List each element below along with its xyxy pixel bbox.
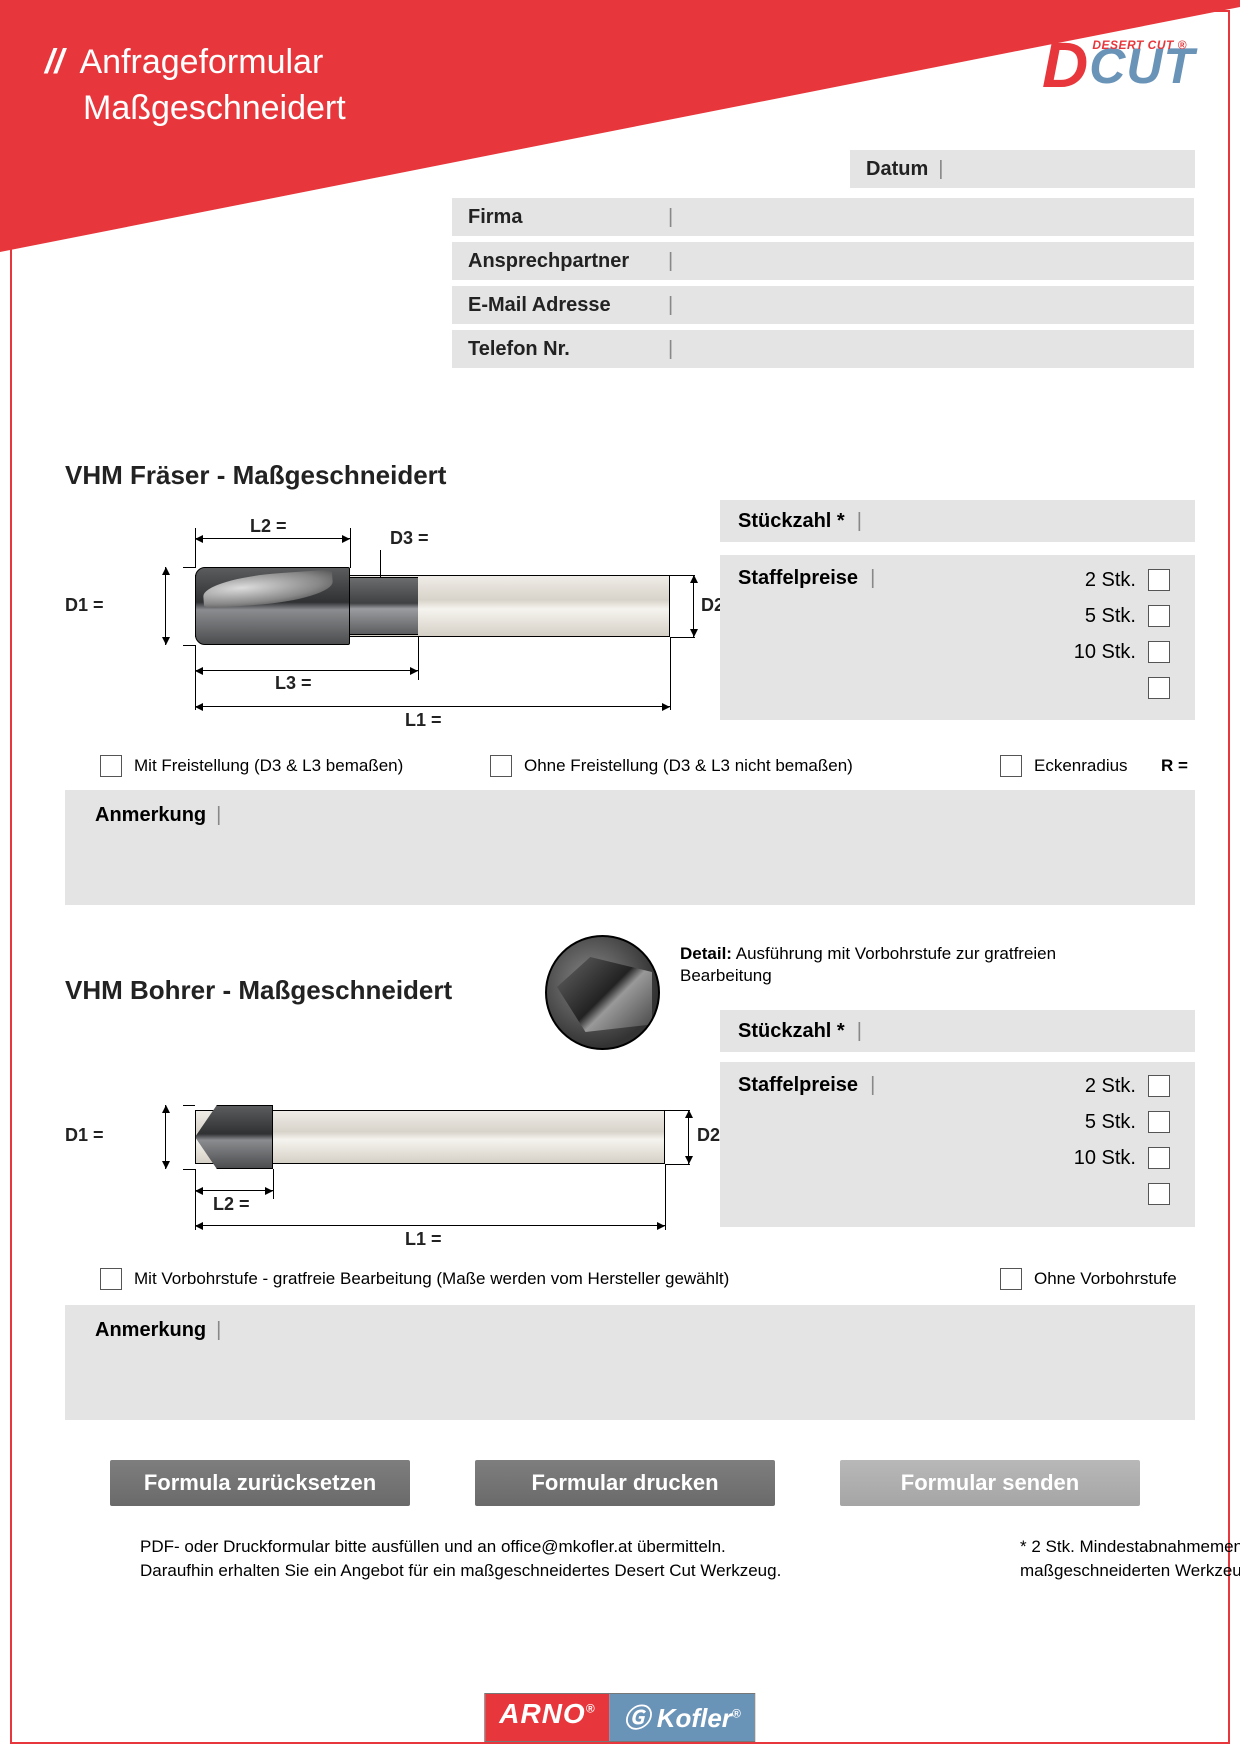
dim-label-l1: L1 = [405,1229,442,1250]
mill-diagram: D1 = D2 = D3 = L2 = L3 = L1 = [65,510,745,730]
mill-opt-freistellung[interactable]: Mit Freistellung (D3 & L3 bemaßen) [100,755,403,777]
drill-opt-vorbohr[interactable]: Mit Vorbohrstufe - gratfreie Bearbeitung… [100,1268,729,1290]
field-label: E-Mail Adresse [468,294,658,317]
detail-circle [545,935,660,1050]
kofler-logo: Ⓖ Kofler® [610,1694,755,1741]
field-label: Telefon Nr. [468,338,658,361]
drill-diagram: D1 = D2 = L2 = L1 = [65,1070,745,1255]
staffel-opt-5: 5 Stk. [1085,1111,1136,1134]
section-mill-title: VHM Fräser - Maßgeschneidert [65,460,446,491]
checkbox-5stk[interactable] [1148,1111,1170,1133]
title-slashes: // [45,43,64,81]
dim-l1 [195,1225,665,1226]
mill-opt-eckenradius[interactable]: Eckenradius R = [1000,755,1188,777]
footnote-left: PDF- oder Druckformular bitte ausfüllen … [140,1535,790,1583]
checkbox-2stk[interactable] [1148,1075,1170,1097]
option-label: Mit Freistellung (D3 & L3 bemaßen) [134,756,403,776]
staffel-label: Staffelpreise [738,567,858,590]
field-ansprech[interactable]: Ansprechpartner| [452,242,1194,280]
staffel-opt-5: 5 Stk. [1085,605,1136,628]
field-label: Ansprechpartner [468,250,658,273]
dim-label-l2: L2 = [250,516,287,537]
checkbox-5stk[interactable] [1148,605,1170,627]
option-label: Mit Vorbohrstufe - gratfreie Bearbeitung… [134,1269,729,1289]
option-label: Ohne Vorbohrstufe [1034,1269,1177,1289]
detail-desc: Ausführung mit Vorbohrstufe zur gratfrei… [680,944,1056,985]
staffel-opt-2: 2 Stk. [1085,569,1136,592]
dim-l1 [195,706,670,707]
staffel-opt-2: 2 Stk. [1085,1075,1136,1098]
drill-quantity-field[interactable]: Stückzahl *| [720,1010,1195,1052]
dim-d2 [693,575,694,637]
print-button[interactable]: Formular drucken [475,1460,775,1506]
mill-staffel-options: 2 Stk. 5 Stk. 10 Stk. [915,562,1170,706]
reset-button[interactable]: Formula zurücksetzen [110,1460,410,1506]
footnote-right: * 2 Stk. Mindestabnahmemenge bei maßgesc… [1020,1535,1240,1583]
checkbox[interactable] [1000,755,1022,777]
mill-quantity-field[interactable]: Stückzahl *| [720,500,1195,542]
dim-label-l1: L1 = [405,710,442,731]
page-title: // Anfrageformular Maßgeschneidert [45,40,346,132]
quantity-label: Stückzahl * [738,1020,845,1043]
field-telefon[interactable]: Telefon Nr.| [452,330,1194,368]
notes-label: Anmerkung [95,1319,206,1342]
dim-label-l2: L2 = [213,1194,250,1215]
mill-opt-ohne-freistellung[interactable]: Ohne Freistellung (D3 & L3 nicht bemaßen… [490,755,853,777]
field-firma[interactable]: Firma| [452,198,1194,236]
dim-l2 [195,538,350,539]
drill-opt-ohne-vorbohr[interactable]: Ohne Vorbohrstufe [1000,1268,1177,1290]
kofler-text: Ⓖ Kofler [624,1703,732,1733]
r-label: R = [1161,756,1188,776]
dim-d1 [165,567,166,645]
dim-d2 [688,1110,689,1164]
field-label: Datum [866,158,928,181]
button-row: Formula zurücksetzen Formular drucken Fo… [110,1460,1140,1506]
checkbox-10stk[interactable] [1148,1147,1170,1169]
send-button[interactable]: Formular senden [840,1460,1140,1506]
staffel-label: Staffelpreise [738,1074,858,1097]
field-label: Firma [468,206,658,229]
option-label: Ohne Freistellung (D3 & L3 nicht bemaßen… [524,756,853,776]
title-line-1: Anfrageformular [79,43,323,81]
logo-tagline: DESERT CUT [1092,38,1173,52]
logo-registered: ® [1178,38,1187,52]
quantity-label: Stückzahl * [738,510,845,533]
logo-letter-d: D [1042,29,1089,101]
checkbox-10stk[interactable] [1148,641,1170,663]
notes-label: Anmerkung [95,804,206,827]
checkbox-extra[interactable] [1148,677,1170,699]
dim-label-d1: D1 = [65,595,104,616]
mill-neck [348,577,418,635]
dim-l2 [195,1190,273,1191]
arno-text: ARNO [499,1698,585,1729]
drill-notes[interactable]: Anmerkung| [65,1305,1195,1420]
dim-l3 [195,670,418,671]
checkbox[interactable] [1000,1268,1022,1290]
title-line-2: Maßgeschneidert [83,89,346,127]
option-label: Eckenradius [1034,756,1128,776]
drill-staffel-options: 2 Stk. 5 Stk. 10 Stk. [915,1068,1170,1212]
checkbox-2stk[interactable] [1148,569,1170,591]
mill-notes[interactable]: Anmerkung| [65,790,1195,905]
brand-logo: DESERT CUT ® DCUT [1042,28,1195,102]
detail-bold: Detail: [680,944,732,963]
detail-text: Detail: Ausführung mit Vorbohrstufe zur … [680,943,1080,987]
checkbox-extra[interactable] [1148,1183,1170,1205]
dim-label-d1: D1 = [65,1125,104,1146]
footer-brand-bar: ARNO® Ⓖ Kofler® [484,1693,755,1742]
section-drill-title: VHM Bohrer - Maßgeschneidert [65,975,452,1006]
field-datum[interactable]: Datum| [850,150,1195,188]
dim-d1 [165,1105,166,1169]
checkbox[interactable] [490,755,512,777]
dim-label-d3: D3 = [390,528,429,549]
checkbox[interactable] [100,1268,122,1290]
staffel-opt-10: 10 Stk. [1074,1147,1136,1170]
dim-label-l3: L3 = [275,673,312,694]
arno-logo: ARNO® [485,1694,609,1741]
checkbox[interactable] [100,755,122,777]
staffel-opt-10: 10 Stk. [1074,641,1136,664]
field-email[interactable]: E-Mail Adresse| [452,286,1194,324]
